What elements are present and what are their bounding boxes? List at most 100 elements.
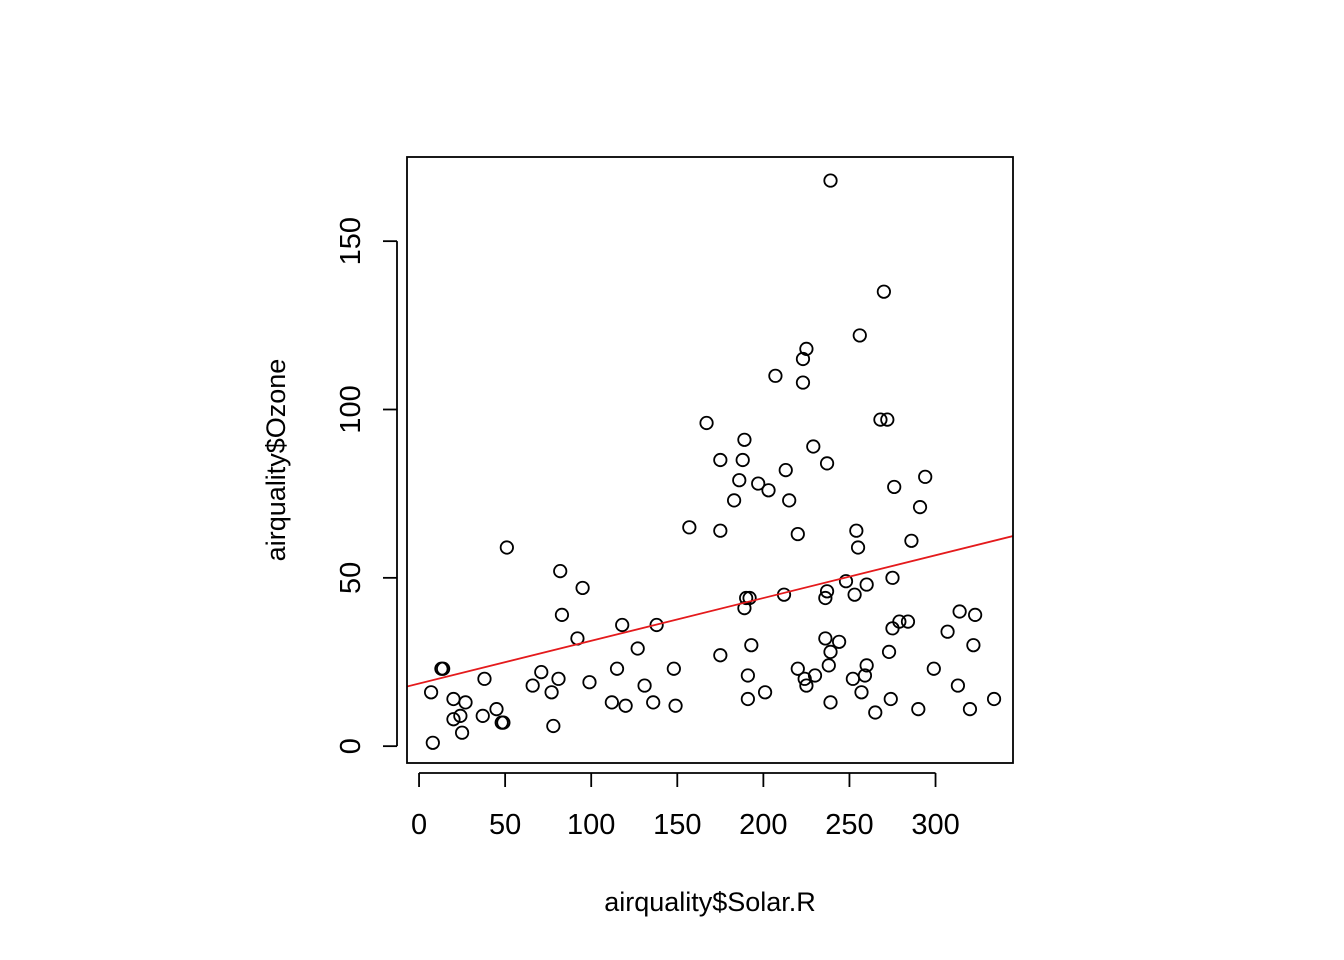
- data-point: [968, 607, 983, 622]
- data-point: [885, 570, 900, 585]
- data-point: [458, 695, 473, 710]
- data-point: [807, 668, 823, 683]
- data-point: [757, 685, 773, 700]
- data-point: [713, 648, 728, 663]
- data-point: [477, 671, 492, 686]
- data-point: [740, 691, 755, 707]
- x-tick-label: 150: [653, 809, 701, 841]
- data-point: [819, 456, 835, 471]
- data-point: [887, 479, 902, 495]
- data-point: [582, 675, 597, 690]
- data-point: [819, 584, 835, 599]
- data-point: [740, 668, 755, 683]
- data-point: [950, 678, 966, 693]
- x-tick-label: 200: [739, 809, 787, 841]
- data-point: [699, 415, 714, 431]
- data-point: [821, 658, 836, 673]
- data-point: [666, 661, 681, 676]
- data-point: [737, 432, 752, 447]
- data-point: [881, 644, 897, 660]
- x-axis: 0 50 100 150 200 250 300: [411, 772, 960, 841]
- data-point: [604, 695, 619, 710]
- data-point: [966, 638, 981, 653]
- data-point: [790, 526, 805, 542]
- data-point: [553, 563, 568, 579]
- regression-line: [407, 535, 1013, 688]
- y-axis: 0 50 100 150: [335, 217, 398, 754]
- data-point: [761, 483, 776, 498]
- data-point: [876, 284, 891, 299]
- data-point: [818, 631, 833, 646]
- data-point: [852, 328, 867, 343]
- data-point: [534, 664, 549, 680]
- data-point: [726, 493, 742, 508]
- data-point: [823, 695, 838, 710]
- data-point: [768, 368, 783, 383]
- data-point: [926, 661, 941, 676]
- data-point: [799, 678, 814, 693]
- data-point: [832, 634, 847, 649]
- data-point: [857, 668, 873, 683]
- data-point: [453, 708, 468, 723]
- y-tick-label: 0: [335, 738, 367, 754]
- y-tick-label: 100: [335, 385, 367, 433]
- data-point: [575, 580, 590, 596]
- data-point: [496, 715, 511, 730]
- data-point: [952, 604, 967, 619]
- data-point: [838, 574, 854, 589]
- data-point: [806, 439, 821, 454]
- data-point: [918, 469, 933, 484]
- data-point: [682, 520, 697, 535]
- data-point: [880, 412, 895, 427]
- y-tick-label: 150: [335, 217, 367, 265]
- data-point: [854, 685, 869, 700]
- data-point: [713, 523, 728, 538]
- data-point: [904, 533, 919, 548]
- data-point: [962, 702, 978, 717]
- data-point: [618, 698, 633, 713]
- data-point: [799, 341, 814, 356]
- data-point: [868, 705, 883, 720]
- data-point: [732, 473, 747, 488]
- data-point: [499, 540, 514, 555]
- data-point: [823, 644, 838, 660]
- data-point: [892, 614, 907, 629]
- data-point: [475, 708, 490, 723]
- data-point: [778, 462, 793, 478]
- data-point: [649, 617, 664, 633]
- data-point: [546, 718, 561, 734]
- y-axis-label: airquality$Ozone: [261, 359, 291, 562]
- x-tick-label: 0: [411, 809, 427, 841]
- data-point: [646, 695, 661, 710]
- data-point: [900, 614, 916, 629]
- data-point: [630, 641, 645, 656]
- y-tick-label: 50: [335, 562, 367, 594]
- data-point: [847, 587, 862, 602]
- data-point: [551, 671, 566, 686]
- data-point: [615, 617, 630, 633]
- data-point: [668, 698, 683, 713]
- data-point: [859, 577, 874, 592]
- x-axis-label: airquality$Solar.R: [604, 887, 816, 917]
- data-point: [751, 476, 766, 491]
- data-point: [742, 590, 757, 606]
- data-point: [637, 678, 652, 693]
- plot-frame: [406, 156, 1014, 764]
- data-point: [782, 493, 797, 508]
- data-point: [823, 173, 838, 188]
- data-point: [986, 691, 1002, 707]
- x-tick-label: 100: [567, 809, 615, 841]
- data-point: [423, 685, 439, 700]
- data-point: [912, 500, 928, 515]
- data-point: [544, 685, 559, 700]
- data-point: [859, 658, 874, 673]
- data-point: [735, 452, 750, 468]
- data-point: [940, 624, 955, 639]
- data-point: [790, 661, 805, 676]
- data-point: [446, 691, 461, 707]
- data-point: [425, 735, 440, 750]
- data-point: [873, 412, 888, 427]
- data-point: [795, 351, 811, 367]
- data-point: [436, 661, 451, 676]
